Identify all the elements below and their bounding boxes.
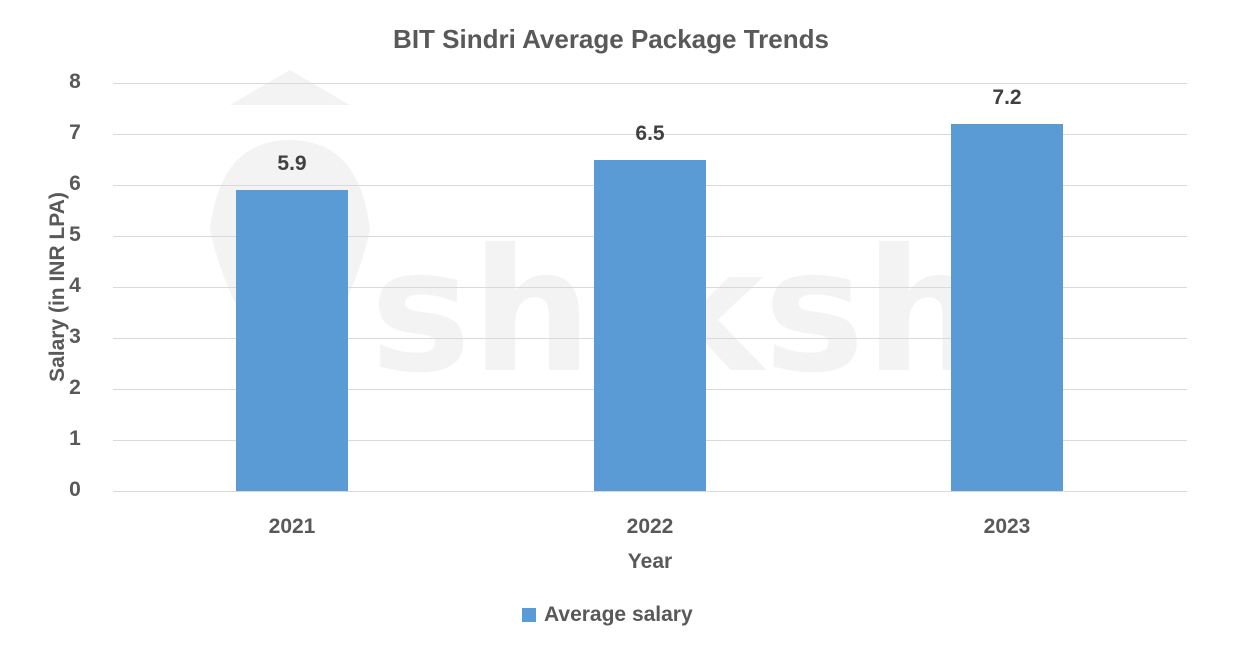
value-label: 5.9 <box>277 152 307 176</box>
bar-2021 <box>236 190 348 491</box>
bar-2023 <box>951 123 1063 491</box>
x-tick-label: 2023 <box>983 515 1031 538</box>
plot-area <box>113 83 1187 492</box>
gridline <box>113 83 1187 84</box>
gridline <box>113 491 1187 492</box>
value-label: 6.5 <box>635 121 665 145</box>
legend-swatch-icon <box>522 608 536 622</box>
y-tick-label: 1 <box>69 427 81 450</box>
y-tick-label: 6 <box>69 172 81 195</box>
bar-2022 <box>594 159 706 491</box>
y-tick-label: 4 <box>69 274 81 297</box>
value-label: 7.2 <box>992 85 1022 109</box>
x-axis-label: Year <box>627 550 673 573</box>
gridline <box>113 134 1187 135</box>
y-tick-label: 8 <box>69 70 81 93</box>
y-tick-label: 0 <box>69 478 81 501</box>
chart-title: BIT Sindri Average Package Trends <box>393 24 829 54</box>
x-tick-label: 2022 <box>626 515 674 538</box>
y-tick-label: 3 <box>69 325 81 348</box>
y-tick-label: 2 <box>69 376 81 399</box>
legend-label: Average salary <box>544 603 693 626</box>
y-tick-label: 5 <box>69 223 81 246</box>
y-tick-label: 7 <box>69 121 81 144</box>
legend: Average salary <box>522 603 693 627</box>
x-tick-label: 2021 <box>268 515 316 538</box>
